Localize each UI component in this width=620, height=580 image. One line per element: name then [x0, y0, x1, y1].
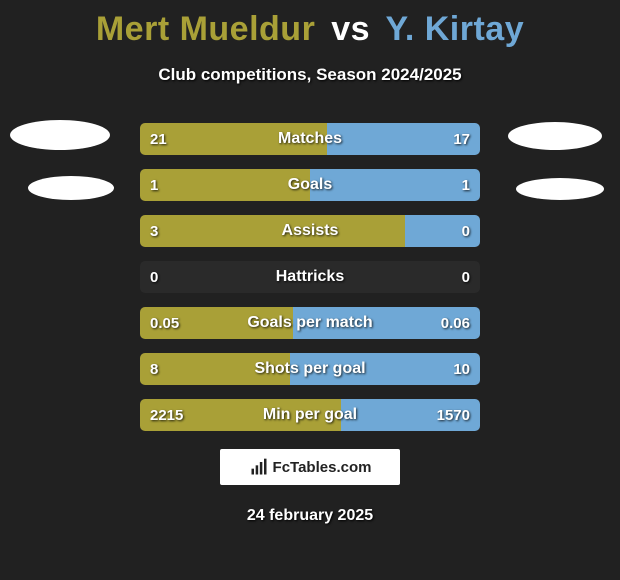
chart-icon: [249, 457, 269, 477]
stat-value-left: 0: [150, 261, 158, 293]
stat-row: Goals11: [140, 169, 480, 201]
stat-row: Shots per goal810: [140, 353, 480, 385]
stat-bar-right: [293, 307, 480, 339]
stat-bar-right: [341, 399, 480, 431]
player1-name: Mert Mueldur: [96, 10, 315, 48]
stat-row: Goals per match0.050.06: [140, 307, 480, 339]
brand-text: FcTables.com: [273, 459, 372, 476]
stat-bar-right: [290, 353, 480, 385]
stat-bar-left: [140, 123, 327, 155]
stat-row: Min per goal22151570: [140, 399, 480, 431]
stat-label: Hattricks: [140, 261, 480, 293]
stat-bar-right: [310, 169, 480, 201]
stat-row: Hattricks0 0: [140, 261, 480, 293]
player2-name: Y. Kirtay: [385, 10, 524, 48]
subtitle: Club competitions, Season 2024/2025: [0, 65, 620, 85]
stat-bar-left: [140, 215, 405, 247]
stat-row: Matches2117: [140, 123, 480, 155]
stats-bars: Matches2117 Goals11 Assists30 Hattricks0 0 Go…: [140, 123, 480, 431]
stat-bar-right: [405, 215, 480, 247]
brand-badge: FcTables.com: [220, 449, 400, 485]
comparison-title: Mert Mueldur vs Y. Kirtay: [0, 0, 620, 49]
title-vs: vs: [331, 10, 370, 48]
stat-bar-left: [140, 169, 310, 201]
team-marker: [10, 120, 110, 150]
stat-value-right: 0: [462, 261, 470, 293]
team-marker: [508, 122, 602, 150]
team-marker: [28, 176, 114, 200]
date-text: 24 february 2025: [0, 507, 620, 525]
stat-bar-left: [140, 399, 341, 431]
stat-bar-left: [140, 353, 290, 385]
stat-bar-right: [327, 123, 480, 155]
team-marker: [516, 178, 604, 200]
stat-row: Assists30: [140, 215, 480, 247]
stat-bar-left: [140, 307, 293, 339]
